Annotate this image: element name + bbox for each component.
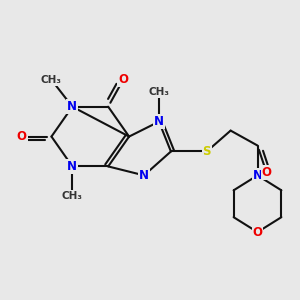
Text: N: N bbox=[154, 115, 164, 128]
Text: CH₃: CH₃ bbox=[148, 87, 170, 97]
Text: N: N bbox=[68, 100, 77, 113]
Text: O: O bbox=[118, 73, 128, 86]
Text: O: O bbox=[253, 226, 262, 238]
Text: N: N bbox=[253, 169, 262, 182]
Text: CH₃: CH₃ bbox=[41, 75, 62, 85]
Text: N: N bbox=[139, 169, 149, 182]
Text: S: S bbox=[202, 145, 211, 158]
Text: N: N bbox=[68, 160, 77, 173]
Text: O: O bbox=[262, 166, 272, 179]
Text: O: O bbox=[16, 130, 27, 143]
Text: CH₃: CH₃ bbox=[62, 191, 83, 201]
